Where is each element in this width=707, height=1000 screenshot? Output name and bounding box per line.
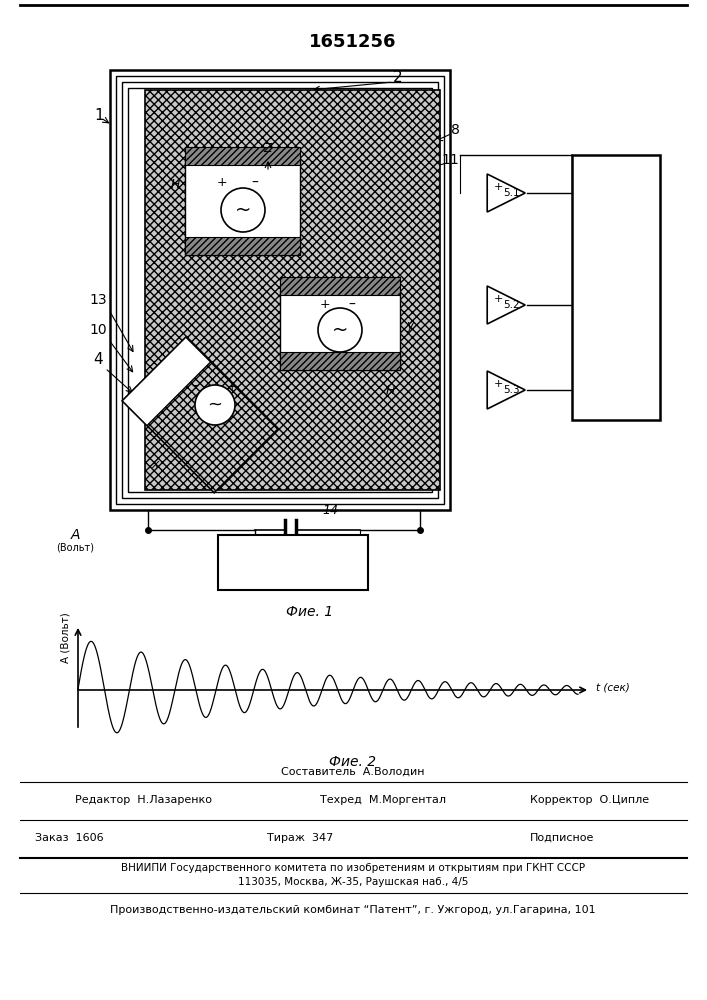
Polygon shape: [122, 337, 211, 426]
Text: +: +: [494, 294, 503, 304]
Text: Техред  М.Моргентал: Техред М.Моргентал: [320, 795, 446, 805]
Text: A (Вольт): A (Вольт): [60, 613, 70, 663]
Bar: [122, 82, 438, 498]
Text: 13: 13: [89, 293, 107, 307]
Text: 12: 12: [421, 233, 439, 247]
Circle shape: [221, 188, 265, 232]
Polygon shape: [487, 174, 525, 212]
Circle shape: [318, 308, 362, 352]
Bar: [218, 535, 368, 590]
Circle shape: [195, 385, 235, 425]
Text: 5.1: 5.1: [503, 188, 520, 198]
Bar: [116, 76, 444, 504]
Text: 8: 8: [450, 123, 460, 137]
Text: Производственно-издательский комбинат “Патент”, г. Ужгород, ул.Гагарина, 101: Производственно-издательский комбинат “П…: [110, 905, 596, 915]
Text: –: –: [349, 298, 356, 312]
Text: +: +: [227, 380, 238, 393]
Bar: [572, 155, 660, 420]
Bar: [280, 352, 400, 370]
Text: –: –: [252, 176, 259, 190]
Text: +: +: [494, 379, 503, 389]
Text: H: H: [170, 178, 180, 192]
Text: Подписное: Подписное: [530, 833, 595, 843]
Bar: [185, 147, 300, 165]
Bar: [280, 290, 400, 370]
Bar: [185, 160, 300, 255]
Text: x: x: [151, 458, 158, 472]
Text: Фие. 2: Фие. 2: [329, 755, 377, 769]
Text: 11: 11: [441, 153, 459, 167]
Text: ~: ~: [235, 200, 251, 220]
Text: 5.3: 5.3: [503, 385, 520, 395]
Text: 3: 3: [426, 288, 434, 302]
Text: Z: Z: [264, 141, 272, 154]
Text: 6: 6: [609, 280, 624, 300]
Polygon shape: [487, 371, 525, 409]
Text: Редактор  Н.Лазаренко: Редактор Н.Лазаренко: [75, 795, 212, 805]
Text: +: +: [216, 176, 228, 190]
Bar: [128, 88, 432, 492]
Text: 9: 9: [426, 263, 434, 277]
Text: A: A: [70, 528, 80, 542]
Polygon shape: [487, 286, 525, 324]
Bar: [185, 237, 300, 255]
Text: H: H: [385, 383, 395, 396]
Text: 5.2: 5.2: [503, 300, 520, 310]
Text: 1651256: 1651256: [309, 33, 397, 51]
Text: –: –: [192, 380, 199, 394]
Text: 113035, Москва, Ж-35, Раушская наб., 4/5: 113035, Москва, Ж-35, Раушская наб., 4/5: [238, 877, 468, 887]
Text: ВНИИПИ Государственного комитета по изобретениям и открытиям при ГКНТ СССР: ВНИИПИ Государственного комитета по изоб…: [121, 863, 585, 873]
Text: Корректор  О.Ципле: Корректор О.Ципле: [530, 795, 649, 805]
Text: ~: ~: [207, 396, 223, 414]
Text: t (сек): t (сек): [596, 682, 630, 692]
Text: Тираж  347: Тираж 347: [267, 833, 333, 843]
Text: 10: 10: [89, 323, 107, 337]
Bar: [145, 90, 440, 490]
Polygon shape: [122, 337, 278, 493]
Text: 2: 2: [393, 70, 403, 86]
Text: Составитель  А.Володин: Составитель А.Володин: [281, 767, 425, 777]
Text: (Вольт): (Вольт): [56, 543, 94, 553]
Text: y: y: [407, 318, 414, 332]
Text: 1: 1: [94, 107, 104, 122]
Text: +: +: [494, 182, 503, 192]
Text: Заказ  1606: Заказ 1606: [35, 833, 104, 843]
Text: 4: 4: [93, 353, 103, 367]
Text: +: +: [320, 298, 330, 312]
Text: Фие. 1: Фие. 1: [286, 605, 334, 619]
Bar: [110, 70, 450, 510]
Bar: [280, 277, 400, 295]
Text: ~: ~: [332, 320, 348, 340]
Text: K: K: [376, 294, 384, 306]
Text: 7: 7: [287, 553, 299, 571]
Text: 14: 14: [322, 504, 338, 516]
